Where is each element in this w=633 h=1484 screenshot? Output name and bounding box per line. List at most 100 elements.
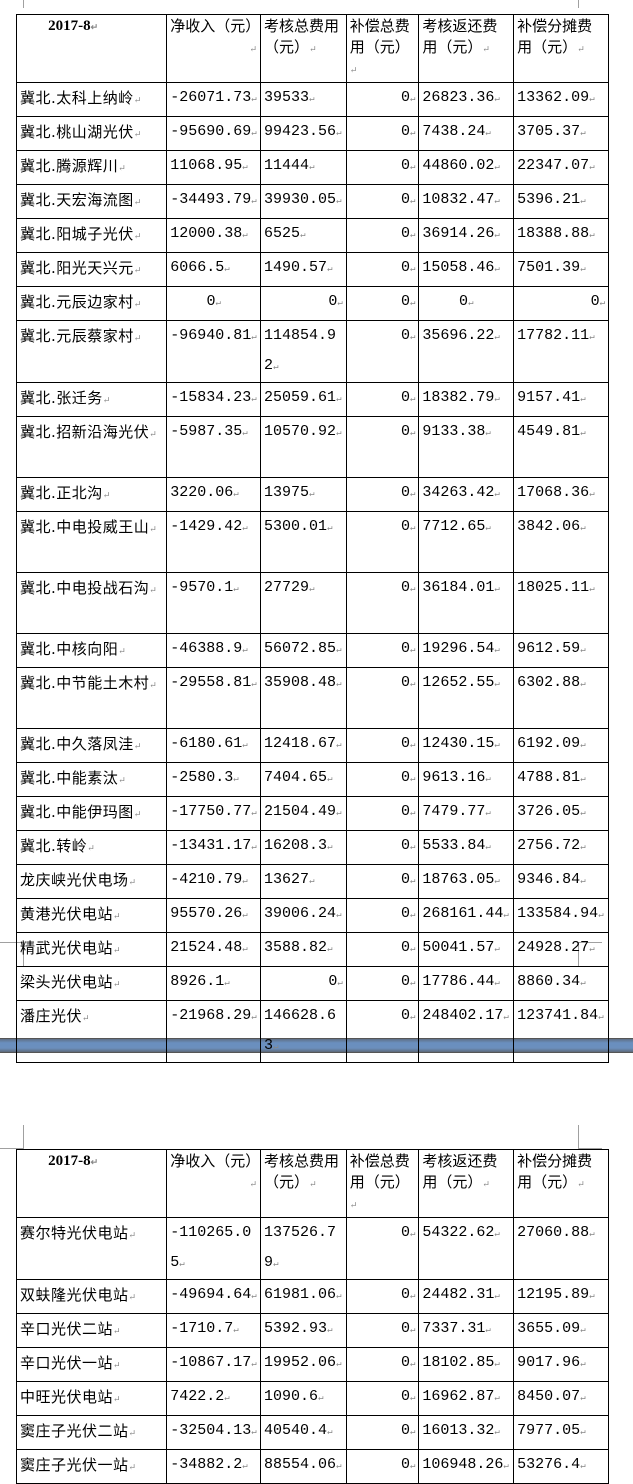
value-cell: 248402.17 <box>418 1000 515 1063</box>
value-cell: 6066.5 <box>166 252 262 287</box>
value-cell: 10832.47 <box>418 184 515 219</box>
station-name-cell: 冀北.太科上纳岭 <box>15 82 168 117</box>
value-cell: -9570.1 <box>166 572 262 634</box>
table-row: 中旺光伏电站7422.21090.6016962.878450.07 <box>15 1381 609 1416</box>
value-cell: 18102.85 <box>418 1347 515 1382</box>
value-cell: -6180.61 <box>166 728 262 763</box>
value-cell: 13362.09 <box>513 82 609 117</box>
table-row: 梁头光伏电站8926.10017786.448860.34 <box>15 966 609 1001</box>
station-name-cell: 冀北.元辰边家村 <box>15 286 168 321</box>
value-cell: 6525 <box>260 218 347 253</box>
table-row: 辛口光伏一站-10867.1719952.06018102.859017.96 <box>15 1347 609 1382</box>
value-cell: 0 <box>345 633 420 668</box>
value-cell: 12000.38 <box>166 218 262 253</box>
value-cell: -49694.64 <box>166 1279 262 1314</box>
value-cell: 146628.63 <box>260 1000 347 1063</box>
value-cell: -29558.81 <box>166 667 262 729</box>
value-cell: 0 <box>345 1279 420 1314</box>
value-cell: 137526.79 <box>260 1217 347 1280</box>
station-name-cell: 窦庄子光伏二站 <box>15 1415 168 1450</box>
station-name-cell: 中旺光伏电站 <box>15 1381 168 1416</box>
value-cell: 54322.62 <box>418 1217 515 1280</box>
table-row: 冀北.天宏海流图-34493.7939930.05010832.475396.2… <box>15 184 609 219</box>
value-cell: 0 <box>345 762 420 797</box>
station-name-cell: 冀北.中能素汰 <box>15 762 168 797</box>
value-cell: 18025.11 <box>513 572 609 634</box>
station-name-cell: 辛口光伏二站 <box>15 1313 168 1348</box>
data-table-page-1: 2017-8净收入（元）考核总费用（元）补偿总费用（元）考核返还费用（元）补偿分… <box>15 14 609 1063</box>
value-cell: 25059.61 <box>260 382 347 417</box>
column-header: 净收入（元） <box>166 14 262 83</box>
value-cell: 16962.87 <box>418 1381 515 1416</box>
station-name-cell: 冀北.转岭 <box>15 830 168 865</box>
value-cell: 0 <box>345 320 420 383</box>
table-row: 双蚨隆光伏电站-49694.6461981.06024482.3112195.8… <box>15 1279 609 1314</box>
value-cell: 5396.21 <box>513 184 609 219</box>
table-row: 冀北.转岭-13431.1716208.305533.842756.72 <box>15 830 609 865</box>
value-cell: 27729 <box>260 572 347 634</box>
value-cell: 0 <box>345 116 420 151</box>
value-cell: 36914.26 <box>418 218 515 253</box>
value-cell: 5392.93 <box>260 1313 347 1348</box>
value-cell: 16208.3 <box>260 830 347 865</box>
value-cell: 16013.32 <box>418 1415 515 1450</box>
value-cell: 21524.48 <box>166 932 262 967</box>
value-cell: 12418.67 <box>260 728 347 763</box>
value-cell: 0 <box>345 150 420 185</box>
table-row: 冀北.元辰边家村00000 <box>15 286 609 321</box>
value-cell: 40540.4 <box>260 1415 347 1450</box>
table-row: 冀北.正北沟3220.0613975034263.4217068.36 <box>15 477 609 512</box>
value-cell: 44860.02 <box>418 150 515 185</box>
value-cell: 7501.39 <box>513 252 609 287</box>
station-name-cell: 冀北.中节能土木村 <box>15 667 168 729</box>
value-cell: 0 <box>345 416 420 478</box>
column-header: 考核总费用（元） <box>260 14 347 83</box>
station-name-cell: 冀北.中电投威王山 <box>15 511 168 573</box>
station-name-cell: 赛尔特光伏电站 <box>15 1217 168 1280</box>
value-cell: 0 <box>345 82 420 117</box>
value-cell: 4549.81 <box>513 416 609 478</box>
station-name-cell: 龙庆峡光伏电场 <box>15 864 168 899</box>
table-row: 辛口光伏二站-1710.75392.9307337.313655.09 <box>15 1313 609 1348</box>
value-cell: 7404.65 <box>260 762 347 797</box>
station-name-cell: 冀北.天宏海流图 <box>15 184 168 219</box>
value-cell: 3842.06 <box>513 511 609 573</box>
table-row: 精武光伏电站21524.483588.82050041.5724928.27 <box>15 932 609 967</box>
table-row: 冀北.中能伊玛图-17750.7721504.4907479.773726.05 <box>15 796 609 831</box>
value-cell: 1090.6 <box>260 1381 347 1416</box>
value-cell: 50041.57 <box>418 932 515 967</box>
table-row: 冀北.腾源辉川11068.9511444044860.0222347.07 <box>15 150 609 185</box>
value-cell: 0 <box>345 184 420 219</box>
table-row: 冀北.中电投威王山-1429.425300.0107712.653842.06 <box>15 511 609 573</box>
value-cell: 9612.59 <box>513 633 609 668</box>
value-cell: 3726.05 <box>513 796 609 831</box>
value-cell: 0 <box>166 286 262 321</box>
value-cell: 95570.26 <box>166 898 262 933</box>
page-corner-mark <box>578 1125 602 1149</box>
page-corner-mark <box>0 1125 24 1149</box>
station-name-cell: 精武光伏电站 <box>15 932 168 967</box>
column-header: 考核返还费用（元） <box>418 1149 515 1218</box>
table-row: 龙庆峡光伏电场-4210.7913627018763.059346.84 <box>15 864 609 899</box>
value-cell: -34882.2 <box>166 1449 262 1484</box>
value-cell: 5300.01 <box>260 511 347 573</box>
station-name-cell: 冀北.中能伊玛图 <box>15 796 168 831</box>
table-row: 冀北.元辰蔡家村-96940.81114854.92035696.2217782… <box>15 320 609 383</box>
table-row: 黄港光伏电站95570.2639006.240268161.44133584.9… <box>15 898 609 933</box>
value-cell: 19296.54 <box>418 633 515 668</box>
value-cell: 56072.85 <box>260 633 347 668</box>
value-cell: 0 <box>345 728 420 763</box>
value-cell: 106948.26 <box>418 1449 515 1484</box>
value-cell: 7712.65 <box>418 511 515 573</box>
station-name-cell: 冀北.元辰蔡家村 <box>15 320 168 383</box>
value-cell: 0 <box>345 1449 420 1484</box>
value-cell: 53276.4 <box>513 1449 609 1484</box>
value-cell: 18388.88 <box>513 218 609 253</box>
station-name-cell: 冀北.张迁务 <box>15 382 168 417</box>
station-name-cell: 冀北.招新沿海光伏 <box>15 416 168 478</box>
value-cell: 11444 <box>260 150 347 185</box>
station-name-cell: 梁头光伏电站 <box>15 966 168 1001</box>
column-header: 2017-8 <box>15 1149 168 1218</box>
station-name-cell: 冀北.中久落凤洼 <box>15 728 168 763</box>
table-row: 窦庄子光伏一站-34882.288554.060106948.2653276.4 <box>15 1449 609 1484</box>
